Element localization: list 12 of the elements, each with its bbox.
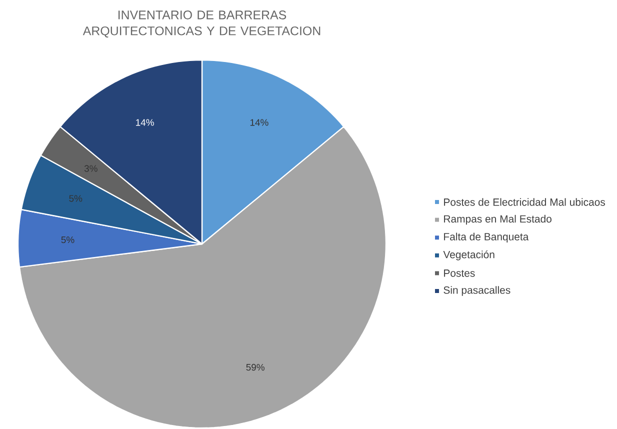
legend-label: Falta de Banqueta [444, 232, 529, 242]
data-label: 14% [136, 119, 154, 126]
legend-label: Vegetación [443, 250, 494, 260]
chart-title: INVENTARIO DE BARRERAS ARQUITECTONICAS Y DE VEGETACION [82, 10, 320, 38]
legend-label: Rampas en Mal Estado [444, 214, 552, 225]
data-label: 59% [246, 364, 264, 371]
data-label: 5% [61, 236, 74, 244]
legend-label: Sin pasacalles [444, 286, 510, 296]
data-label: 5% [69, 195, 82, 202]
legend-label: Postes [444, 270, 475, 277]
data-label: 14% [250, 119, 268, 126]
legend-label: Postes de Electricidad Mal ubicaos [444, 198, 606, 206]
